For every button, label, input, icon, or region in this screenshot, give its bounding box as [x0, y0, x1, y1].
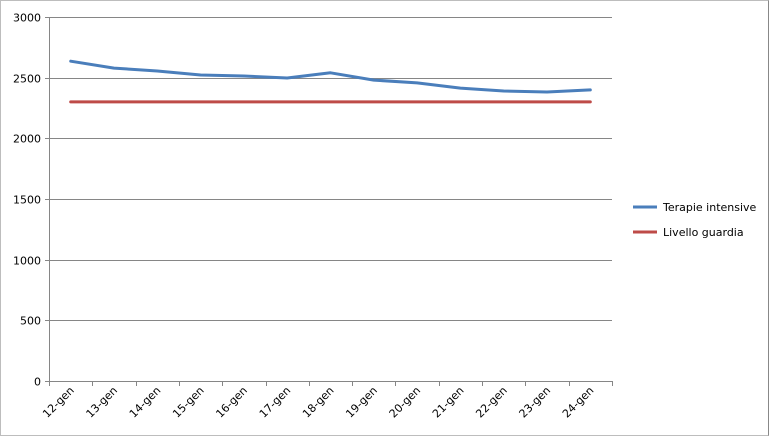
y-axis-tick-labels: 0 500 1000 1500 2000 2500 3000: [13, 12, 41, 389]
axes: [45, 17, 613, 386]
series-line-0: [69, 59, 592, 94]
legend-label: Livello guardia: [663, 226, 744, 239]
x-tick-label: 16-gen: [213, 384, 250, 421]
y-tick-label: 1500: [13, 194, 41, 207]
y-tick-label: 1000: [13, 255, 41, 268]
y-tick-label: 0: [34, 376, 41, 389]
y-tick-label: 500: [20, 315, 41, 328]
x-tick-label: 13-gen: [84, 384, 121, 421]
x-tick-label: 22-gen: [473, 384, 510, 421]
x-tick-label: 19-gen: [343, 384, 380, 421]
x-tick-label: 24-gen: [560, 384, 597, 421]
x-tick-label: 17-gen: [257, 384, 294, 421]
y-tick-label: 2500: [13, 73, 41, 86]
y-tick-label: 2000: [13, 133, 41, 146]
data-series: [69, 59, 592, 104]
x-tick-label: 15-gen: [170, 384, 207, 421]
x-tick-label: 20-gen: [387, 384, 424, 421]
legend: Terapie intensive Livello guardia: [633, 201, 757, 239]
x-axis-tick-labels: 12-gen 13-gen 14-gen 15-gen 16-gen 17-gen 18-g…: [40, 384, 596, 421]
x-tick-label: 18-gen: [300, 384, 337, 421]
x-tick-label: 23-gen: [517, 384, 554, 421]
legend-label: Terapie intensive: [662, 201, 757, 214]
x-tick-label: 14-gen: [127, 384, 164, 421]
gridlines: [49, 17, 612, 321]
x-tick-label: 21-gen: [430, 384, 467, 421]
x-tick-label: 12-gen: [40, 384, 77, 421]
y-tick-label: 3000: [13, 12, 41, 25]
